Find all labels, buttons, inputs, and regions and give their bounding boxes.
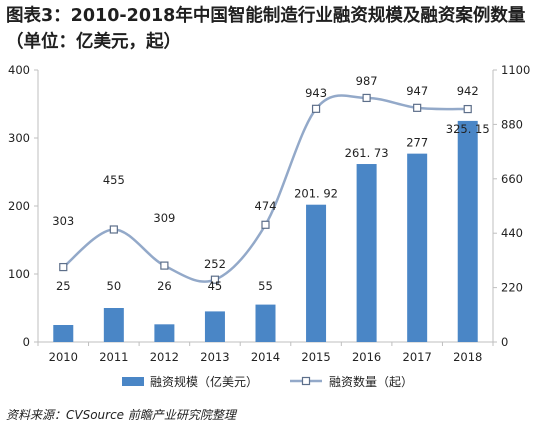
line-marker <box>59 262 68 272</box>
line-data-label: 947 <box>406 84 428 98</box>
series-line <box>62 94 468 283</box>
line-data-label: 942 <box>457 84 479 98</box>
bar-data-label: 50 <box>107 279 122 293</box>
legend-bar-label: 融资规模（亿美元） <box>150 374 258 389</box>
bar-data-label: 261. 73 <box>345 146 389 160</box>
bar <box>204 311 225 342</box>
x-tick-label: 2012 <box>150 350 179 364</box>
right-tick-label: 0 <box>501 335 508 349</box>
line-marker <box>210 275 220 284</box>
x-tick-label: 2016 <box>352 350 381 364</box>
right-tick-label: 440 <box>501 226 523 240</box>
bar-data-label: 277 <box>406 136 428 150</box>
x-tick-label: 2018 <box>453 350 482 364</box>
left-tick-label: 200 <box>8 199 30 213</box>
bar <box>407 153 428 342</box>
bar-data-label: 201. 92 <box>294 187 338 201</box>
bar <box>356 164 377 342</box>
chart-title: 图表3：2010-2018年中国智能制造行业融资规模及融资案例数量（单位：亿美元… <box>6 6 526 52</box>
bar-data-label: 26 <box>157 279 172 293</box>
line-marker <box>463 104 472 114</box>
right-tick-label: 880 <box>501 117 523 131</box>
bar <box>154 324 175 342</box>
legend-line-label: 融资数量（起） <box>329 374 413 389</box>
left-tick-label: 400 <box>8 63 30 77</box>
bar <box>306 204 327 342</box>
line-data-label: 943 <box>305 86 327 100</box>
x-tick-label: 2017 <box>403 350 432 364</box>
left-tick-label: 100 <box>8 267 30 281</box>
x-tick-label: 2015 <box>301 350 330 364</box>
left-tick-label: 0 <box>23 335 30 349</box>
right-tick-label: 220 <box>501 281 523 295</box>
source-note: 资料来源：CVSource 前瞻产业研究院整理 <box>6 408 236 422</box>
line-marker <box>362 93 371 103</box>
line-data-label: 303 <box>52 214 74 228</box>
line-marker <box>413 103 422 112</box>
x-tick-label: 2013 <box>200 350 229 364</box>
bar <box>53 325 74 342</box>
left-tick-label: 300 <box>8 131 30 145</box>
line-data-label: 252 <box>204 257 226 271</box>
line-data-label: 309 <box>153 211 175 225</box>
bar-data-label: 25 <box>56 279 71 293</box>
bar <box>255 304 276 342</box>
line-data-label: 474 <box>255 199 277 213</box>
bar-data-label: 325. 15 <box>446 122 490 136</box>
bar <box>457 120 478 342</box>
bar-data-label: 45 <box>208 279 223 293</box>
line-marker <box>311 104 321 113</box>
x-tick-label: 2010 <box>49 350 78 364</box>
line-marker <box>109 225 118 234</box>
right-tick-label: 1100 <box>501 63 530 77</box>
line-marker <box>261 220 270 229</box>
x-tick-label: 2014 <box>251 350 280 364</box>
line-data-label: 455 <box>103 173 125 187</box>
bar <box>103 308 124 342</box>
bar-data-label: 55 <box>258 279 273 293</box>
legend-line-marker <box>301 376 311 386</box>
right-tick-label: 660 <box>501 172 523 186</box>
line-data-label: 987 <box>356 74 378 88</box>
x-tick-label: 2011 <box>99 350 128 364</box>
legend-bar-swatch <box>122 377 144 386</box>
line-marker <box>160 261 169 270</box>
